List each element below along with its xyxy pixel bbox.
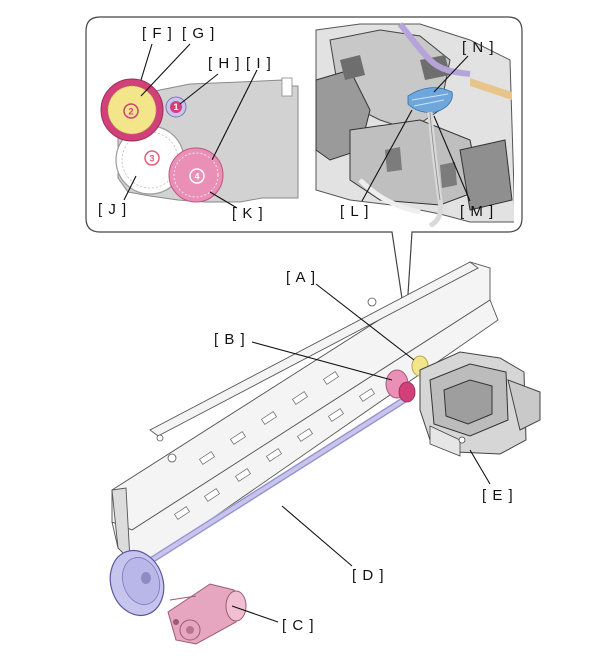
label-D: [ D ] — [352, 567, 385, 584]
gear-1-number: 1 — [173, 102, 178, 112]
frame-hole-2 — [367, 297, 377, 307]
label-F: [ F ] — [142, 25, 173, 42]
shaft-D — [124, 391, 416, 579]
label-B: [ B ] — [214, 331, 246, 348]
detail-callout: 3 2 1 4 — [85, 16, 523, 326]
label-J: [ J ] — [98, 201, 127, 218]
label-L: [ L ] — [340, 203, 369, 220]
leader-D — [281, 505, 353, 567]
gear-2: 2 — [100, 78, 164, 142]
frame-slots — [174, 371, 375, 520]
leader-M — [433, 115, 471, 202]
leader-K — [209, 191, 238, 209]
motor-C — [167, 583, 247, 645]
frame-top-rail — [149, 261, 479, 437]
leader-B — [251, 341, 393, 381]
labels: [ F ] [ G ] [ H ] [ I ] [ J ] [ K ] [ L … — [98, 25, 514, 634]
label-H: [ H ] — [208, 55, 241, 72]
label-G: [ G ] — [182, 25, 215, 42]
gear-3-number: 3 — [149, 154, 154, 164]
label-N: [ N ] — [462, 39, 495, 56]
mechanism-unit-E — [419, 351, 541, 457]
drive-pulley-disc — [109, 550, 165, 616]
leader-J — [123, 175, 137, 201]
label-C: [ C ] — [282, 617, 315, 634]
bracket-notch — [281, 77, 293, 97]
gear-4: 4 — [168, 147, 224, 203]
leader-C — [231, 605, 279, 623]
label-E: [ E ] — [482, 487, 514, 504]
leader-G — [140, 43, 191, 97]
gear-B — [385, 369, 416, 403]
label-A: [ A ] — [286, 269, 316, 286]
label-K: [ K ] — [232, 205, 264, 222]
printer-frame-assembly — [109, 261, 541, 645]
leader-A — [315, 283, 415, 361]
frame-hole-1 — [167, 453, 177, 463]
gear-1: 1 — [165, 96, 187, 118]
gear-group-detail: 3 2 1 4 — [100, 77, 299, 203]
leader-E — [469, 449, 491, 485]
leader-H — [179, 73, 219, 105]
leader-F — [140, 43, 153, 81]
label-I: [ I ] — [246, 55, 272, 72]
leader-N — [433, 55, 469, 93]
leader-I — [211, 69, 258, 161]
label-M: [ M ] — [460, 203, 494, 220]
gear-4-number: 4 — [194, 172, 199, 182]
leader-L — [361, 109, 413, 202]
gear-2-number: 2 — [128, 107, 133, 117]
frame-hole-3 — [156, 434, 164, 442]
cable-mechanism-detail — [315, 22, 514, 227]
